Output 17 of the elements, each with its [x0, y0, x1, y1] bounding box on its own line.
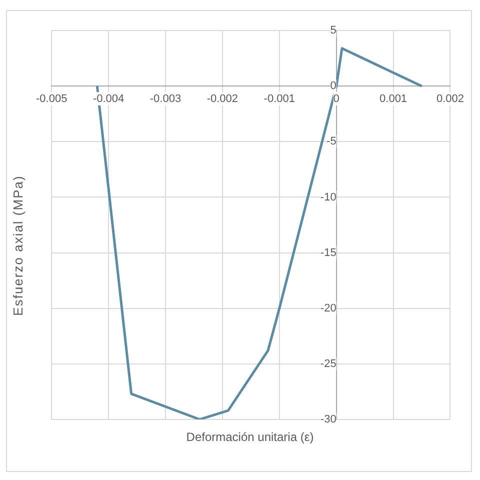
x-tick-label: -0.005: [36, 92, 68, 105]
y-tick-label: 5: [330, 24, 336, 37]
y-tick-label: -20: [320, 302, 336, 314]
x-axis-title: Deformación unitaria (ε): [185, 430, 315, 444]
y-tick-label: -25: [320, 358, 336, 370]
y-tick-label: -10: [320, 191, 336, 204]
x-tick-label: -0.004: [92, 92, 124, 105]
x-tick-label: -0.001: [264, 92, 295, 105]
x-tick-label: 0.001: [380, 92, 408, 105]
x-tick-label: -0.003: [150, 92, 182, 105]
y-tick-label: -30: [320, 413, 336, 426]
x-tick-label: -0.002: [206, 92, 238, 105]
y-tick-label: -5: [326, 136, 336, 148]
y-tick-label: -15: [320, 246, 336, 259]
y-tick-label: 0: [330, 80, 336, 92]
y-axis-title: Esfuerzo axial (MPa): [10, 174, 26, 318]
x-tick-label: 0.002: [436, 92, 464, 105]
